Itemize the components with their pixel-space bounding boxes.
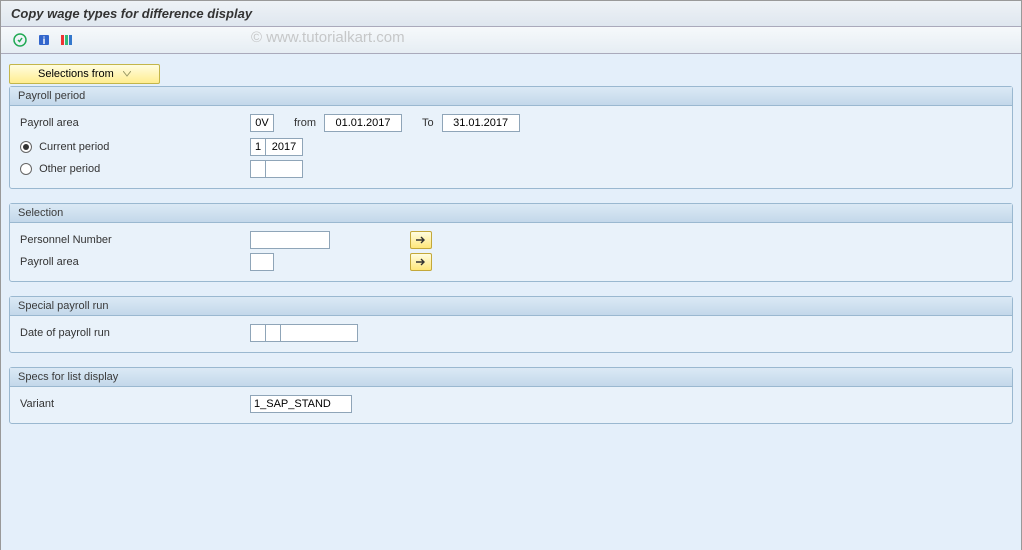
- content-area: Selections from Payroll period Payroll a…: [1, 54, 1021, 550]
- special-date-input[interactable]: [280, 324, 358, 342]
- group-header-special-run: Special payroll run: [10, 297, 1012, 316]
- group-specs: Specs for list display Variant: [9, 367, 1013, 424]
- from-label: from: [294, 117, 316, 129]
- page-title: Copy wage types for difference display: [11, 6, 252, 21]
- other-period-radio[interactable]: [20, 163, 32, 175]
- current-period-num-input[interactable]: [250, 138, 266, 156]
- current-period-radio[interactable]: [20, 141, 32, 153]
- personnel-number-multiple-button[interactable]: [410, 231, 432, 249]
- group-payroll-period: Payroll period Payroll area from To Curr…: [9, 86, 1013, 189]
- watermark-text: © www.tutorialkart.com: [251, 29, 405, 46]
- chevron-down-icon: [123, 68, 131, 80]
- svg-text:i: i: [43, 36, 46, 47]
- variant-label: Variant: [20, 398, 250, 410]
- selection-payroll-area-label: Payroll area: [20, 256, 250, 268]
- from-date-input[interactable]: [324, 114, 402, 132]
- other-period-year-input[interactable]: [265, 160, 303, 178]
- execute-icon[interactable]: [11, 31, 29, 49]
- variant-input[interactable]: [250, 395, 352, 413]
- selection-payroll-area-input[interactable]: [250, 253, 274, 271]
- variant-icon[interactable]: [59, 31, 77, 49]
- group-header-selection: Selection: [10, 204, 1012, 223]
- group-header-specs: Specs for list display: [10, 368, 1012, 387]
- group-selection: Selection Personnel Number Payroll area: [9, 203, 1013, 282]
- special-flag2-input[interactable]: [265, 324, 281, 342]
- selections-from-label: Selections from: [38, 68, 114, 80]
- title-bar: Copy wage types for difference display: [1, 1, 1021, 27]
- current-period-label: Current period: [39, 141, 109, 153]
- selection-payroll-area-multiple-button[interactable]: [410, 253, 432, 271]
- personnel-number-label: Personnel Number: [20, 234, 250, 246]
- other-period-label: Other period: [39, 163, 100, 175]
- toolbar: i © www.tutorialkart.com: [1, 27, 1021, 54]
- special-flag1-input[interactable]: [250, 324, 266, 342]
- date-of-payroll-label: Date of payroll run: [20, 327, 250, 339]
- selections-from-button[interactable]: Selections from: [9, 64, 160, 84]
- payroll-area-input[interactable]: [250, 114, 274, 132]
- other-period-num-input[interactable]: [250, 160, 266, 178]
- to-date-input[interactable]: [442, 114, 520, 132]
- group-special-run: Special payroll run Date of payroll run: [9, 296, 1013, 353]
- group-header-payroll-period: Payroll period: [10, 87, 1012, 106]
- current-period-year-input[interactable]: [265, 138, 303, 156]
- payroll-area-label: Payroll area: [20, 117, 250, 129]
- personnel-number-input[interactable]: [250, 231, 330, 249]
- info-icon[interactable]: i: [35, 31, 53, 49]
- to-label: To: [422, 117, 434, 129]
